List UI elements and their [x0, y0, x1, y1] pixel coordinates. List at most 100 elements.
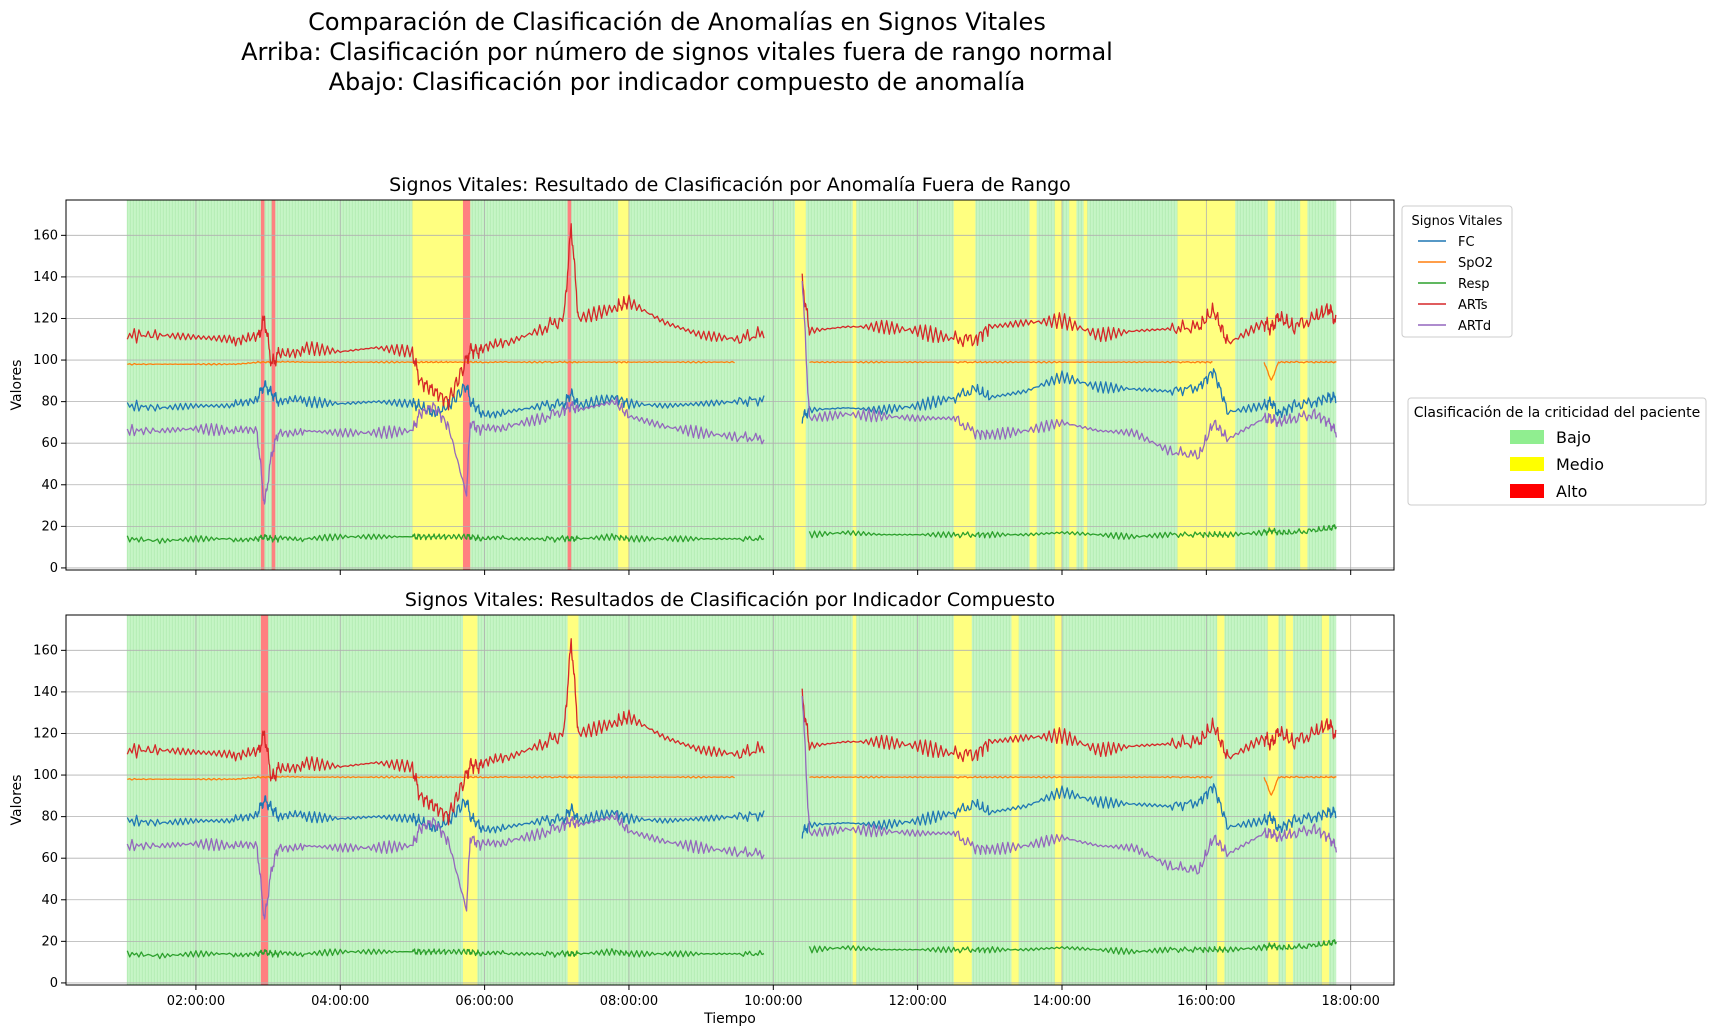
- xtick-label: 06:00:00: [455, 994, 513, 1009]
- top-ytick-label: 60: [41, 436, 58, 451]
- top-band-medio: [1069, 200, 1077, 570]
- top-panel-classification-bands: [126, 200, 1337, 570]
- bottom-panel-title: Signos Vitales: Resultados de Clasificac…: [405, 589, 1055, 611]
- criticality-legend-entries: Bajo Medio Alto: [1510, 428, 1604, 501]
- xtick-label: 08:00:00: [600, 994, 658, 1009]
- top-ytick-label: 100: [33, 353, 58, 368]
- bottom-panel-frame: [65, 614, 1395, 986]
- top-ytick-label: 40: [41, 478, 58, 493]
- top-band-bajo: [127, 200, 1337, 570]
- top-panel-x-axis: [195, 570, 1352, 575]
- top-panel-series-lines: [126, 223, 1337, 545]
- criticality-legend-swatch-alto: [1510, 484, 1544, 498]
- bottom-series-spo2: [127, 775, 1337, 796]
- bottom-band-medio: [1285, 615, 1293, 985]
- bottom-band-medio: [462, 615, 478, 985]
- xtick-label: 14:00:00: [1033, 994, 1091, 1009]
- bottom-ytick-label: 100: [33, 768, 58, 783]
- criticality-legend-label-medio: Medio: [1556, 455, 1604, 474]
- top-ytick-label: 160: [33, 228, 58, 243]
- suptitle-line-2: Arriba: Clasificación por número de sign…: [241, 38, 1113, 66]
- top-band-medio: [618, 200, 629, 570]
- vitals-legend-title: Signos Vitales: [1412, 214, 1503, 229]
- vitals-legend: Signos Vitales FC SpO2 Resp ARTs ARTd: [1401, 205, 1513, 338]
- bottom-series-arts: [126, 638, 1337, 826]
- bottom-ytick-label: 20: [41, 934, 58, 949]
- top-band-medio: [852, 200, 857, 570]
- vitals-legend-label-arts: ARTs: [1458, 298, 1488, 313]
- criticality-legend-swatch-bajo: [1510, 430, 1544, 444]
- criticality-legend: Clasificación de la criticidad del pacie…: [1407, 397, 1707, 506]
- criticality-legend-label-bajo: Bajo: [1556, 428, 1591, 447]
- xtick-label: 02:00:00: [167, 994, 225, 1009]
- top-panel-y-axis: 0 20 40 60 80 100 120 140 160: [33, 228, 66, 576]
- criticality-legend-label-alto: Alto: [1556, 482, 1587, 501]
- criticality-legend-title: Clasificación de la criticidad del pacie…: [1414, 405, 1700, 421]
- suptitle: Comparación de Clasificación de Anomalía…: [241, 8, 1113, 96]
- top-band-medio: [412, 200, 471, 570]
- bottom-panel: Signos Vitales: Resultados de Clasificac…: [9, 589, 1395, 1009]
- top-series-spo2: [127, 360, 1337, 381]
- bottom-ytick-label: 140: [33, 685, 58, 700]
- bottom-band-medio: [1321, 615, 1330, 985]
- top-panel-frame: [65, 199, 1395, 571]
- bottom-ytick-label: 0: [50, 976, 58, 991]
- top-band-medio: [953, 200, 976, 570]
- bottom-panel-classification-bands: [126, 615, 1337, 985]
- xtick-label: 18:00:00: [1322, 994, 1380, 1009]
- xtick-label: 16:00:00: [1177, 994, 1235, 1009]
- bottom-band-bajo: [127, 615, 1337, 985]
- bottom-band-medio: [953, 615, 972, 985]
- bottom-ytick-label: 120: [33, 726, 58, 741]
- top-ytick-label: 80: [41, 395, 58, 410]
- top-band-medio: [1300, 200, 1308, 570]
- vitals-legend-entries: FC SpO2 Resp ARTs ARTd: [1418, 235, 1493, 334]
- top-ytick-label: 20: [41, 519, 58, 534]
- bottom-ytick-label: 160: [33, 643, 58, 658]
- bottom-band-medio: [1267, 615, 1279, 985]
- bottom-panel-ylabel: Valores: [9, 775, 25, 826]
- top-band-medio: [1267, 200, 1275, 570]
- top-panel-grid: [66, 200, 1394, 570]
- top-ytick-label: 0: [50, 561, 58, 576]
- bottom-panel-x-axis: 02:00:00 04:00:00 06:00:00 08:00:00 10:00:00…: [167, 985, 1380, 1009]
- xtick-label: 12:00:00: [888, 994, 946, 1009]
- top-band-medio: [794, 200, 806, 570]
- x-axis-label: Tiempo: [703, 1011, 756, 1027]
- bottom-band-medio: [1011, 615, 1019, 985]
- top-series-arts: [126, 223, 1337, 411]
- top-band-medio: [1083, 200, 1088, 570]
- bottom-band-medio: [1217, 615, 1225, 985]
- top-series-resp: [126, 524, 1337, 545]
- top-panel-ylabel: Valores: [9, 360, 25, 411]
- top-band-alto: [271, 200, 276, 570]
- xtick-label: 10:00:00: [744, 994, 802, 1009]
- bottom-band-medio: [1054, 615, 1062, 985]
- vitals-legend-label-fc: FC: [1458, 235, 1475, 250]
- xtick-label: 04:00:00: [311, 994, 369, 1009]
- suptitle-line-3: Abajo: Clasificación por indicador compu…: [329, 68, 1026, 96]
- bottom-series-resp: [126, 939, 1337, 960]
- top-band-alto: [462, 200, 471, 570]
- top-series-artd: [126, 280, 1337, 505]
- vitals-legend-label-spo2: SpO2: [1458, 256, 1493, 271]
- top-ytick-label: 120: [33, 311, 58, 326]
- top-ytick-label: 140: [33, 270, 58, 285]
- bottom-panel-series-lines: [126, 638, 1337, 960]
- criticality-legend-swatch-medio: [1510, 457, 1544, 471]
- top-band-alto: [567, 200, 572, 570]
- top-panel: Signos Vitales: Resultado de Clasificaci…: [9, 174, 1395, 576]
- bottom-panel-y-axis: 0 20 40 60 80 100 120 140 160: [33, 643, 66, 991]
- top-band-medio: [1029, 200, 1037, 570]
- bottom-panel-grid: [66, 615, 1394, 985]
- bottom-ytick-label: 80: [41, 810, 58, 825]
- criticality-legend-box: [1407, 397, 1707, 506]
- top-panel-title: Signos Vitales: Resultado de Clasificaci…: [389, 174, 1071, 196]
- bottom-ytick-label: 40: [41, 893, 58, 908]
- bottom-ytick-label: 60: [41, 851, 58, 866]
- vitals-legend-label-resp: Resp: [1458, 277, 1489, 292]
- top-band-alto: [260, 200, 265, 570]
- vitals-legend-label-artd: ARTd: [1458, 319, 1491, 334]
- bottom-band-medio: [567, 615, 579, 985]
